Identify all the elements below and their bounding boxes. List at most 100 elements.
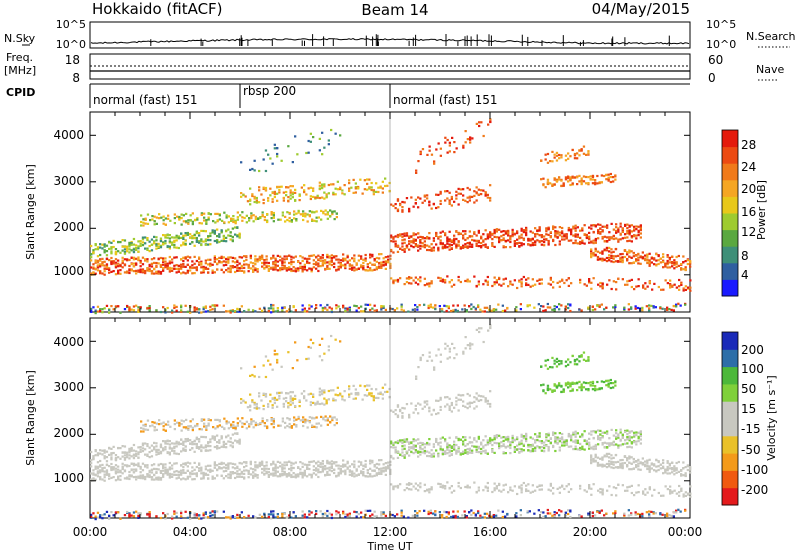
power-cell [311, 218, 314, 221]
power-cell [520, 282, 523, 285]
velocity-cell [289, 397, 292, 400]
velocity-cell [246, 406, 250, 409]
velocity-cell [520, 435, 523, 438]
power-cell [135, 304, 138, 307]
power-cell [238, 232, 241, 235]
velocity-cell [209, 419, 212, 422]
power-cell [462, 237, 465, 240]
power-cell [689, 286, 692, 289]
velocity-cell [522, 449, 525, 452]
power-cell [469, 136, 472, 139]
velocity-cell [468, 451, 471, 454]
power-cell [254, 310, 257, 313]
velocity-cell [101, 453, 104, 456]
velocity-cell [308, 416, 311, 419]
velocity-cell [288, 467, 291, 471]
power-cell [267, 261, 270, 265]
velocity-cell [324, 473, 327, 477]
power-cell [489, 231, 492, 234]
velocity-cell [211, 475, 214, 478]
power-cell [270, 304, 273, 307]
velocity-cell [94, 454, 97, 457]
velocity-cell [298, 405, 301, 408]
velocity-cell [162, 463, 165, 466]
power-cell [582, 175, 586, 178]
power-cell [403, 232, 406, 235]
velocity-cell [403, 440, 406, 443]
velocity-cell [191, 447, 194, 450]
power-cell [561, 232, 564, 235]
velocity-cell [229, 473, 232, 476]
velocity-cell [140, 430, 143, 433]
power-cell [619, 260, 622, 263]
power-cell [99, 309, 102, 313]
power-cell [478, 124, 481, 128]
velocity-cell [247, 471, 250, 474]
power-cell [230, 218, 233, 221]
power-cell [534, 241, 537, 244]
power-cell [288, 211, 291, 215]
velocity-cell [180, 464, 183, 467]
power-cell [207, 258, 210, 261]
power-cell [477, 241, 480, 244]
velocity-cell [495, 434, 498, 437]
velocity-cell [108, 447, 111, 450]
power-cell [375, 260, 378, 263]
power-cell [608, 238, 611, 241]
power-cell [231, 309, 234, 312]
power-cell [180, 213, 183, 216]
power-cell [167, 217, 170, 220]
velocity-cell [186, 469, 189, 472]
power-cell [626, 236, 629, 239]
power-cell [600, 181, 603, 184]
power-cell [351, 267, 354, 270]
power-cell [184, 232, 187, 235]
power-cell [529, 239, 532, 242]
velocity-cell [491, 450, 494, 453]
power-cell [608, 246, 611, 249]
velocity-cell [128, 449, 131, 452]
power-cell [180, 304, 183, 307]
velocity-cell [419, 453, 422, 456]
power-cell [621, 237, 624, 240]
power-cell [599, 281, 602, 285]
power-cell [522, 237, 525, 240]
power-cell [599, 227, 602, 230]
power-cell [580, 177, 583, 180]
power-cell [175, 264, 178, 267]
power-cell [252, 262, 255, 265]
power-cell [166, 266, 169, 269]
power-cell [430, 280, 433, 283]
velocity-cell [218, 462, 221, 465]
power-cell [168, 245, 171, 248]
velocity-cell [285, 463, 288, 467]
power-cell [637, 259, 640, 262]
velocity-cell [462, 436, 465, 439]
velocity-cell [272, 417, 275, 421]
velocity-cell [227, 463, 230, 467]
power-cell [166, 245, 169, 248]
power-cell [92, 271, 95, 274]
power-cell [276, 155, 279, 158]
velocity-cell [453, 443, 456, 446]
power-cell [587, 153, 590, 156]
power-cell [294, 268, 297, 271]
power-cell [662, 288, 665, 291]
power-cell [105, 254, 109, 257]
power-cell [315, 263, 318, 266]
velocity-cell [155, 453, 158, 456]
power-cell [633, 235, 636, 238]
velocity-cell [253, 365, 256, 368]
power-cell [128, 248, 131, 251]
velocity-cell [198, 428, 201, 431]
power-cell [249, 267, 252, 270]
power-cell [259, 216, 262, 219]
power-cell [362, 268, 365, 271]
power-cell [324, 259, 327, 262]
power-cell [270, 212, 273, 215]
power-cell [321, 263, 324, 266]
power-cell [612, 176, 615, 179]
power-cell [344, 307, 347, 310]
nsky-tick-top: 10^5 [56, 18, 86, 31]
power-cell [399, 234, 402, 237]
